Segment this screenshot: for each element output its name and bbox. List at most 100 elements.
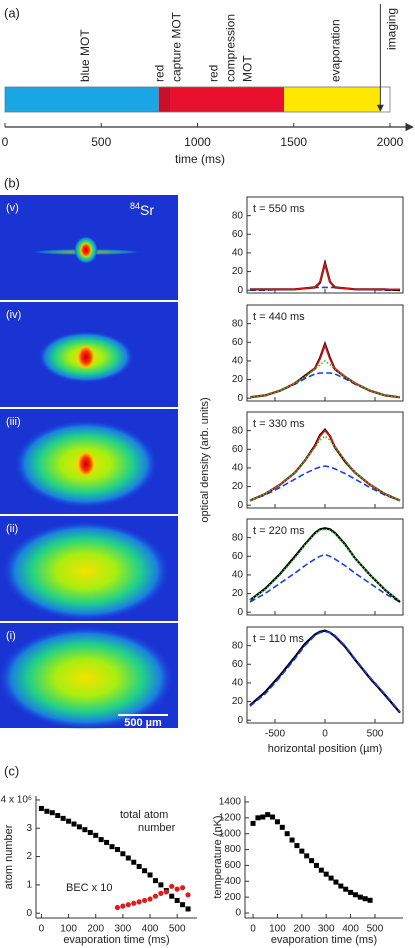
y-tick-label: 20	[232, 266, 244, 277]
data-point	[352, 892, 358, 898]
profile-line	[249, 528, 401, 602]
data-point	[152, 893, 159, 899]
data-point	[38, 805, 44, 811]
panel-label: (c)	[4, 763, 19, 778]
data-point	[304, 853, 310, 859]
phase-segment	[159, 87, 171, 112]
y-tick-label: 1000	[219, 828, 242, 839]
y-tick-label: 20	[232, 374, 244, 385]
phase-segment	[284, 87, 381, 112]
data-point	[131, 900, 137, 906]
data-point	[98, 837, 104, 843]
y-tick-label: 400	[224, 876, 241, 887]
data-point	[169, 893, 175, 899]
data-point	[120, 903, 126, 909]
x-tick-label: 2000	[377, 135, 404, 149]
plot-title: t = 330 ms	[253, 418, 305, 430]
y-tick-label: 20	[232, 696, 244, 707]
data-point	[114, 904, 121, 911]
x-tick-label: 0	[39, 924, 45, 935]
y-tick-label: 0	[237, 500, 243, 511]
x-tick-label: 500	[169, 924, 186, 935]
data-point	[265, 812, 271, 818]
y-tick-label: 800	[224, 844, 241, 855]
profile-line	[249, 435, 401, 502]
y-tick-label: 80	[232, 318, 244, 329]
phase-label: red	[207, 65, 221, 82]
isotope-mass: 84	[130, 201, 140, 211]
x-tick-label: 100	[60, 924, 77, 935]
y-tick-label: 1400	[219, 797, 242, 808]
phase-label: red	[152, 65, 166, 82]
x-tick-label: 200	[87, 924, 104, 935]
y-tick-label: 2	[26, 851, 32, 862]
plot-title: t = 550 ms	[253, 203, 305, 215]
data-point	[142, 897, 148, 904]
profile-line	[249, 553, 401, 603]
x-tick-label: -500	[265, 729, 285, 740]
phase-label: MOT	[241, 55, 255, 82]
y-tick-label: 40	[232, 248, 244, 259]
phase-segment	[170, 87, 285, 112]
data-point	[260, 814, 266, 820]
data-point	[362, 896, 368, 902]
data-point	[71, 821, 77, 827]
x-tick-label: 300	[115, 924, 132, 935]
atom-cloud	[2, 521, 170, 621]
image-label: (i)	[6, 630, 16, 642]
data-point	[185, 906, 191, 912]
data-point	[44, 808, 50, 814]
data-point	[136, 899, 142, 905]
y-tick-label: 40	[232, 570, 244, 581]
y-tick-label: 1	[26, 880, 32, 891]
x-axis-label: time (ms)	[175, 152, 225, 166]
data-point	[142, 868, 148, 874]
y-tick-label: 0	[237, 715, 243, 726]
x-tick-label: 300	[318, 924, 335, 935]
data-point	[131, 859, 137, 865]
profile-line	[249, 630, 401, 713]
isotope-label: 84Sr	[130, 201, 154, 217]
x-tick-label: 500	[91, 135, 111, 149]
y-tick-label: 60	[232, 444, 244, 455]
x-tick-label: 1000	[184, 135, 211, 149]
y-tick-label: 40	[232, 463, 244, 474]
data-point	[93, 832, 99, 838]
y-tick-label: 200	[224, 892, 241, 903]
phase-label: compression	[224, 14, 238, 82]
data-point	[114, 846, 120, 852]
x-axis-label: horizontal position (µm)	[268, 743, 383, 755]
profile-line	[249, 527, 401, 603]
data-point	[174, 886, 180, 892]
profile-line	[250, 258, 401, 292]
profile-line	[250, 286, 400, 291]
data-point	[333, 879, 339, 885]
panel-label: (b)	[4, 175, 20, 190]
y-tick-label: 80	[232, 425, 244, 436]
y-tick-label: 600	[224, 860, 241, 871]
data-point	[125, 902, 131, 908]
x-tick-label: 1500	[280, 135, 307, 149]
element-symbol: Sr	[140, 202, 154, 218]
data-point	[367, 897, 373, 903]
data-point	[318, 867, 324, 873]
data-point	[152, 878, 158, 884]
x-tick-label: 0	[2, 135, 9, 149]
data-point	[284, 831, 290, 837]
data-point	[279, 824, 285, 830]
y-tick-label: 80	[232, 532, 244, 543]
data-point	[348, 889, 354, 895]
data-point	[163, 889, 169, 895]
y-axis-label: atom number	[3, 824, 15, 889]
y-tick-label: 60	[232, 229, 244, 240]
profile-line	[249, 342, 401, 399]
data-point	[147, 872, 153, 878]
data-point	[250, 820, 256, 826]
x-tick-label: 400	[142, 924, 159, 935]
data-point	[309, 858, 315, 864]
phase-label: capture MOT	[169, 11, 183, 82]
data-point	[158, 882, 164, 888]
y-tick-label: 0	[237, 285, 243, 296]
x-axis-label: evaporation time (ms)	[271, 934, 377, 946]
x-axis-label: evaporation time (ms)	[63, 934, 169, 946]
